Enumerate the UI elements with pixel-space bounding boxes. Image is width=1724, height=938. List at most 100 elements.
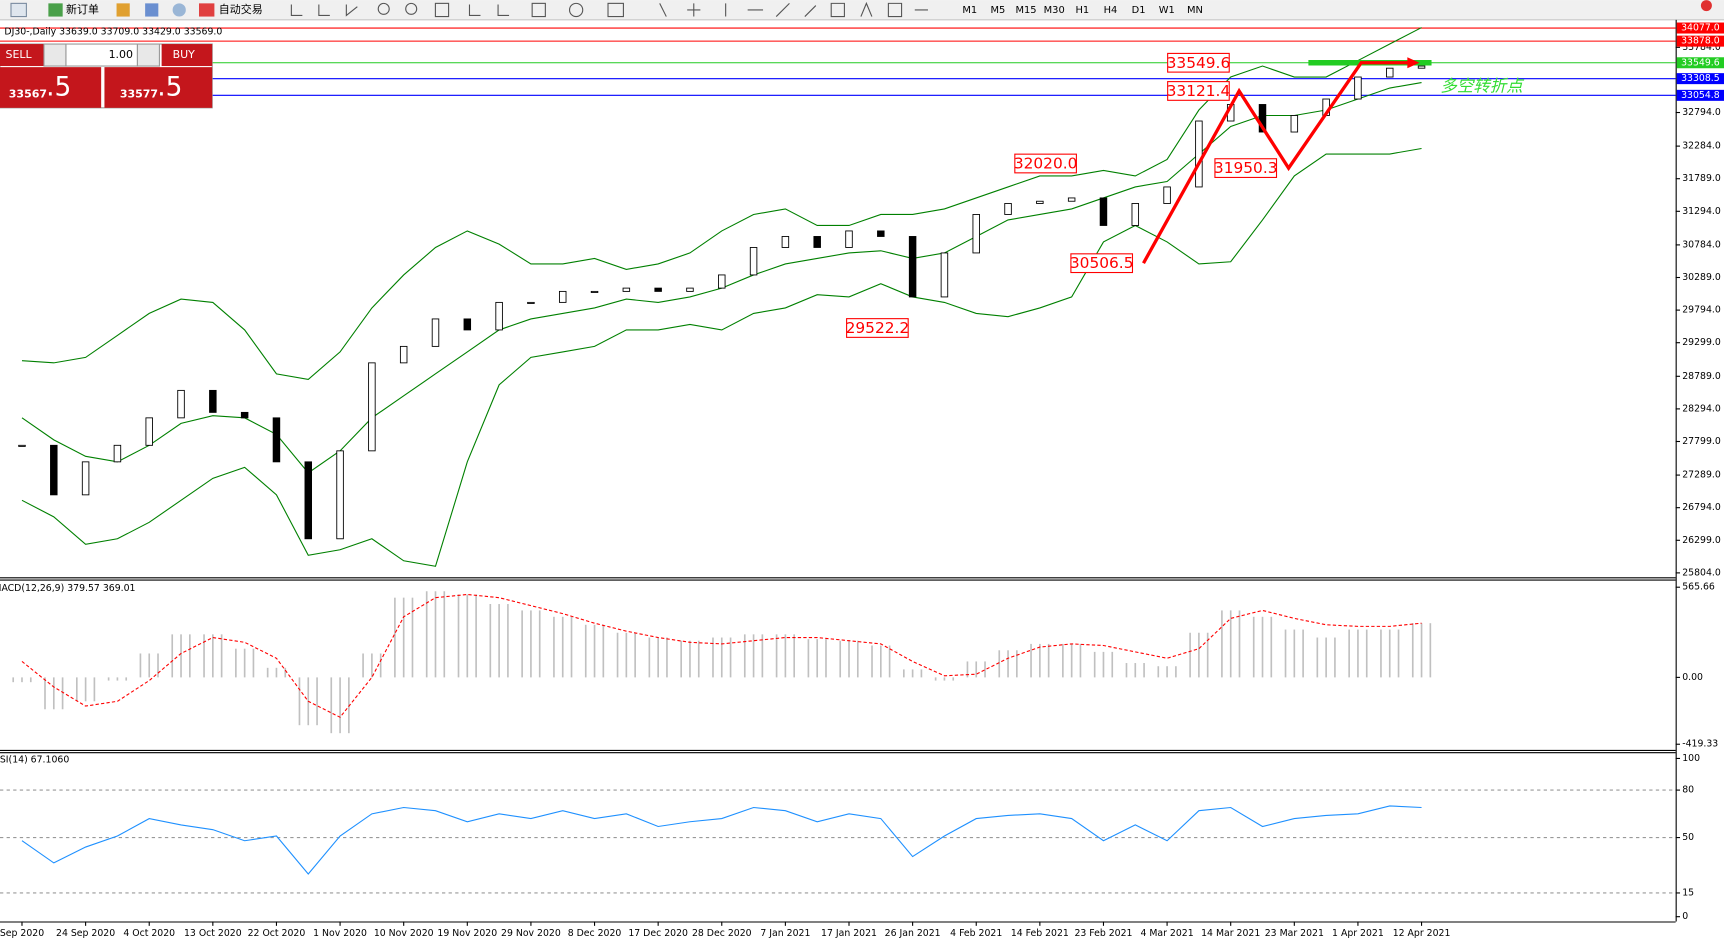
zoom-out[interactable] [405, 2, 418, 15]
y-tick-label: 30784.0 [1682, 239, 1721, 250]
candle [368, 362, 376, 452]
lot-up[interactable] [136, 43, 160, 67]
x-tick-label: 23 Mar 2021 [1265, 928, 1324, 938]
y-tick-label: 30289.0 [1682, 272, 1721, 283]
y-tick-label: 31789.0 [1682, 173, 1721, 184]
level-label: 33549.6 [1681, 57, 1720, 68]
y-tick-label: 28789.0 [1682, 371, 1721, 382]
candle [304, 461, 313, 540]
x-tick-label: 7 Jan 2021 [760, 928, 810, 938]
y-tick-label: 100 [1682, 753, 1700, 764]
chart-type-icons[interactable] [290, 4, 358, 17]
indicators-icon[interactable] [531, 2, 546, 18]
icon[interactable] [10, 2, 27, 18]
auto-trading-icon[interactable] [199, 3, 215, 17]
icon[interactable] [172, 3, 186, 17]
x-tick-label: 12 Apr 2021 [1393, 928, 1451, 938]
plot-area: 33784.0 32794.0 32284.0 31789.0 31294.0 30784… [0, 23, 1724, 938]
candle [81, 461, 90, 496]
candle [272, 417, 281, 463]
timeframe-button[interactable]: H4 [1104, 5, 1118, 16]
y-tick-label: 26299.0 [1682, 535, 1721, 546]
candle [336, 450, 344, 540]
sell-price[interactable]: 33567 [9, 88, 47, 101]
timeframe-button[interactable]: D1 [1132, 5, 1146, 16]
auto-trading-button[interactable]: 自动交易 [219, 2, 263, 16]
level-label-box [1676, 22, 1724, 34]
candle [718, 274, 726, 289]
lot-value[interactable]: 1.00 [109, 48, 133, 61]
timeframe-button[interactable]: M1 [962, 5, 977, 16]
level-label-box [1676, 57, 1724, 69]
candle [1417, 65, 1426, 69]
candle [1290, 115, 1299, 133]
buy-price[interactable]: 33577 [120, 88, 158, 101]
toolbar-bg [0, 0, 1724, 20]
timeframe-button[interactable]: W1 [1159, 5, 1175, 16]
x-tick-label: 4 Oct 2020 [123, 928, 175, 938]
sell-button[interactable] [0, 44, 44, 67]
signal-line [21, 593, 1422, 718]
annotation-box [1214, 158, 1278, 178]
candle [1036, 200, 1044, 204]
candle [940, 252, 949, 298]
annotation-box [1070, 253, 1134, 274]
timeframe-button[interactable]: H1 [1075, 5, 1089, 16]
candle [590, 290, 599, 293]
buy-price-box[interactable] [104, 67, 213, 108]
sell-price-pips[interactable]: .5 [46, 73, 71, 103]
lot-down[interactable] [43, 43, 67, 67]
buy-button[interactable] [161, 44, 213, 67]
sell-price-box[interactable] [0, 67, 102, 108]
x-tick-label: 17 Jan 2021 [821, 928, 877, 938]
x-tick-label: 13 Oct 2020 [184, 928, 242, 938]
rsi-line [21, 805, 1422, 875]
alert-badge[interactable] [1700, 0, 1712, 12]
level-label-box [1676, 73, 1724, 85]
x-tick-label: 17 Dec 2020 [628, 928, 688, 938]
annotation-label: 30506.5 [1070, 254, 1134, 272]
icon[interactable] [145, 3, 159, 17]
new-order-icon[interactable] [48, 3, 63, 17]
candle [877, 230, 885, 237]
icon[interactable] [116, 3, 130, 17]
tile-icon[interactable] [434, 2, 450, 18]
new-order-button[interactable]: 新订单 [66, 2, 99, 16]
y-tick-label: 25804.0 [1682, 567, 1721, 578]
y-tick-label: 32794.0 [1682, 107, 1721, 118]
bollinger-band [21, 27, 1422, 380]
y-tick-label: 80 [1682, 785, 1694, 796]
candle [240, 411, 249, 419]
candle [399, 345, 408, 364]
y-tick-label: 0.00 [1682, 672, 1703, 683]
templates-icon[interactable] [607, 2, 624, 18]
timeframe-button[interactable]: M5 [990, 5, 1005, 16]
sell-label[interactable]: SELL [5, 48, 32, 61]
macd-title: MACD(12,26,9) 379.57 369.01 [0, 583, 136, 594]
x-tick-label: 29 Nov 2020 [501, 928, 561, 938]
buy-label[interactable]: BUY [173, 48, 196, 61]
zoom-in[interactable] [377, 2, 390, 15]
scroll-icons[interactable] [468, 4, 510, 17]
candle [1195, 120, 1203, 188]
timeframe-button[interactable]: MN [1187, 5, 1203, 16]
y-tick-label: 29299.0 [1682, 337, 1721, 348]
toolbar: 新订单 自动交易 M1 M5 M15 M30 H1 H4 D1 W1 MN [0, 0, 1724, 21]
x-tick-label: 22 Oct 2020 [248, 928, 306, 938]
level-label: 33054.8 [1681, 90, 1720, 101]
y-tick-label: 50 [1682, 832, 1694, 843]
drawing-tools[interactable] [659, 1, 928, 18]
timeframe-button[interactable]: M30 [1044, 5, 1065, 16]
candle [1354, 76, 1362, 100]
candle [495, 301, 503, 331]
buy-price-pips[interactable]: .5 [157, 73, 182, 103]
timeframe-button[interactable]: M15 [1015, 5, 1036, 16]
periods-icon[interactable] [568, 2, 584, 18]
bollinger-band [21, 147, 1422, 567]
candle [1131, 203, 1140, 226]
chart-title: DJ30-,Daily 33639.0 33709.0 33429.0 3356… [4, 26, 222, 37]
annotation-label: 29522.2 [846, 319, 910, 337]
annotation-box [1167, 52, 1230, 73]
candle [18, 444, 26, 447]
